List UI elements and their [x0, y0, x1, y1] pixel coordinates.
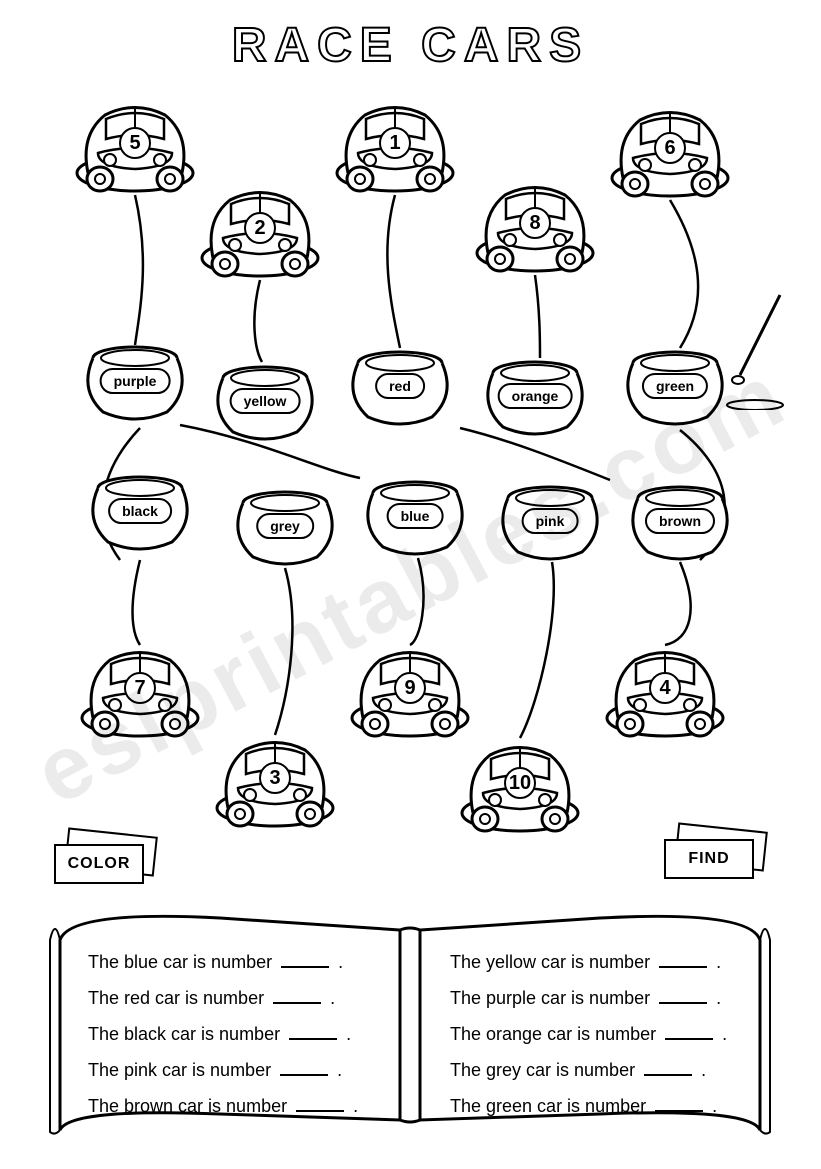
- paint-pot-red: red: [340, 345, 460, 430]
- car-1: 1: [330, 95, 460, 195]
- car-number: 4: [649, 672, 681, 704]
- answer-blank[interactable]: [273, 990, 321, 1004]
- answer-blank[interactable]: [665, 1026, 713, 1040]
- car-8: 8: [470, 175, 600, 275]
- pot-label: orange: [498, 383, 573, 409]
- answer-blank[interactable]: [281, 954, 329, 968]
- sentence-line: The red car is number .: [88, 980, 418, 1016]
- pot-label: black: [108, 498, 172, 524]
- sentence-line: The green car is number .: [450, 1088, 780, 1124]
- find-tag: FIND: [660, 825, 770, 885]
- pot-label: yellow: [230, 388, 301, 414]
- answer-blank[interactable]: [659, 954, 707, 968]
- pot-label: pink: [522, 508, 579, 534]
- answer-blank[interactable]: [644, 1062, 692, 1076]
- paint-pot-orange: orange: [475, 355, 595, 440]
- answer-blank[interactable]: [296, 1098, 344, 1112]
- sentence-line: The grey car is number .: [450, 1052, 780, 1088]
- pot-label: blue: [387, 503, 444, 529]
- paint-pot-green: green: [615, 345, 735, 430]
- car-4: 4: [600, 640, 730, 740]
- answer-blank[interactable]: [289, 1026, 337, 1040]
- pot-label: grey: [256, 513, 314, 539]
- car-2: 2: [195, 180, 325, 280]
- answer-blank[interactable]: [280, 1062, 328, 1076]
- paint-pot-purple: purple: [75, 340, 195, 425]
- car-number: 9: [394, 672, 426, 704]
- pot-label: red: [375, 373, 425, 399]
- car-5: 5: [70, 95, 200, 195]
- car-number: 7: [124, 672, 156, 704]
- car-3: 3: [210, 730, 340, 830]
- sentence-line: The blue car is number .: [88, 944, 418, 980]
- sentences-left: The blue car is number .The red car is n…: [88, 944, 418, 1124]
- sentence-line: The orange car is number .: [450, 1016, 780, 1052]
- sentence-line: The pink car is number .: [88, 1052, 418, 1088]
- pot-label: green: [642, 373, 708, 399]
- answer-blank[interactable]: [659, 990, 707, 1004]
- car-number: 3: [259, 762, 291, 794]
- car-number: 6: [654, 132, 686, 164]
- color-tag: COLOR: [50, 830, 160, 890]
- paint-pot-black: black: [80, 470, 200, 555]
- sentence-line: The purple car is number .: [450, 980, 780, 1016]
- car-number: 8: [519, 207, 551, 239]
- car-number: 10: [504, 767, 536, 799]
- paintbrush-icon: [720, 290, 790, 410]
- pot-label: purple: [100, 368, 171, 394]
- sentence-line: The brown car is number .: [88, 1088, 418, 1124]
- car-7: 7: [75, 640, 205, 740]
- answer-book: The blue car is number .The red car is n…: [40, 900, 780, 1140]
- car-number: 1: [379, 127, 411, 159]
- paint-pot-grey: grey: [225, 485, 345, 570]
- car-10: 10: [455, 735, 585, 835]
- worksheet-stage: 5 1 6 2: [0, 0, 821, 1169]
- paint-pot-brown: brown: [620, 480, 740, 565]
- sentence-line: The yellow car is number .: [450, 944, 780, 980]
- paint-pot-blue: blue: [355, 475, 475, 560]
- car-9: 9: [345, 640, 475, 740]
- car-6: 6: [605, 100, 735, 200]
- car-number: 5: [119, 127, 151, 159]
- sentences-right: The yellow car is number .The purple car…: [450, 944, 780, 1124]
- car-number: 2: [244, 212, 276, 244]
- paint-pot-pink: pink: [490, 480, 610, 565]
- sentence-line: The black car is number .: [88, 1016, 418, 1052]
- paint-pot-yellow: yellow: [205, 360, 325, 445]
- pot-label: brown: [645, 508, 715, 534]
- answer-blank[interactable]: [655, 1098, 703, 1112]
